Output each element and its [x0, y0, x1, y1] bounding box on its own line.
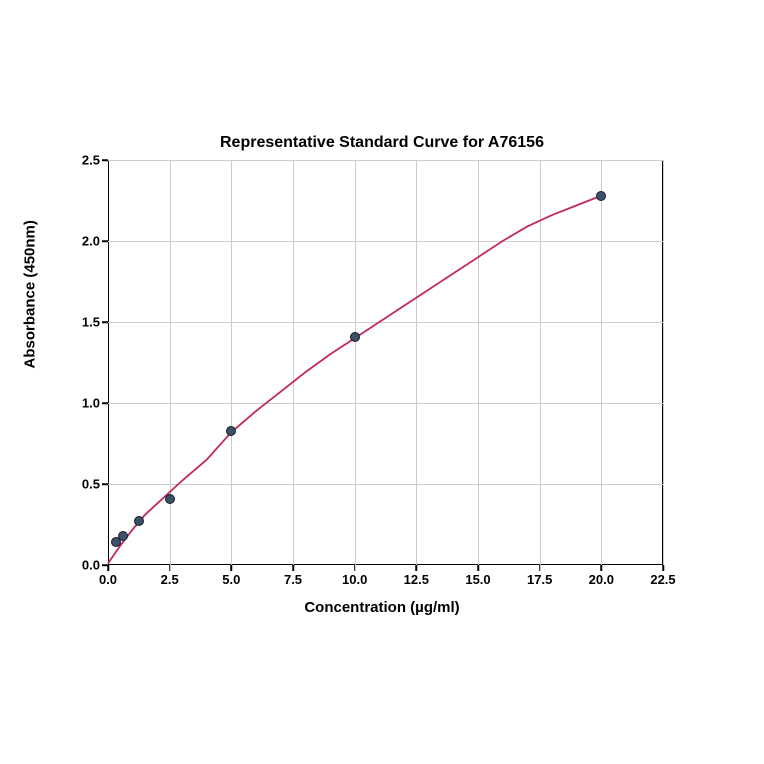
- x-tick-mark: [601, 565, 603, 571]
- data-point: [350, 332, 360, 342]
- x-tick-mark: [169, 565, 171, 571]
- chart-title: Representative Standard Curve for A76156: [0, 134, 764, 152]
- x-tick-mark: [416, 565, 418, 571]
- fitted-curve: [108, 160, 663, 565]
- x-tick-label: 17.5: [527, 572, 552, 587]
- grid-line-vertical: [663, 160, 664, 565]
- y-tick-mark: [102, 240, 108, 242]
- chart-plot-area: [108, 160, 663, 565]
- y-tick-label: 1.5: [82, 315, 100, 330]
- y-tick-mark: [102, 159, 108, 161]
- data-point: [596, 191, 606, 201]
- x-tick-label: 10.0: [342, 572, 367, 587]
- x-tick-mark: [231, 565, 233, 571]
- x-tick-label: 15.0: [465, 572, 490, 587]
- x-axis-label: Concentration (µg/ml): [0, 599, 764, 616]
- y-tick-label: 2.5: [82, 153, 100, 168]
- y-tick-label: 0.0: [82, 558, 100, 573]
- curve-line: [108, 196, 601, 564]
- y-axis-label: Absorbance (450nm): [22, 220, 39, 368]
- x-tick-label: 0.0: [99, 572, 117, 587]
- x-tick-mark: [354, 565, 356, 571]
- data-point: [134, 516, 144, 526]
- y-tick-label: 0.5: [82, 477, 100, 492]
- data-point: [226, 426, 236, 436]
- y-tick-mark: [102, 564, 108, 566]
- y-tick-mark: [102, 402, 108, 404]
- y-tick-mark: [102, 321, 108, 323]
- x-tick-mark: [477, 565, 479, 571]
- data-point: [165, 494, 175, 504]
- x-tick-label: 20.0: [589, 572, 614, 587]
- y-tick-mark: [102, 483, 108, 485]
- x-tick-mark: [107, 565, 109, 571]
- data-point: [118, 531, 128, 541]
- x-tick-label: 2.5: [161, 572, 179, 587]
- x-tick-mark: [662, 565, 664, 571]
- x-tick-label: 12.5: [404, 572, 429, 587]
- y-tick-label: 1.0: [82, 396, 100, 411]
- x-tick-label: 22.5: [650, 572, 675, 587]
- y-tick-label: 2.0: [82, 234, 100, 249]
- x-tick-label: 7.5: [284, 572, 302, 587]
- x-tick-label: 5.0: [222, 572, 240, 587]
- x-tick-mark: [539, 565, 541, 571]
- x-tick-mark: [292, 565, 294, 571]
